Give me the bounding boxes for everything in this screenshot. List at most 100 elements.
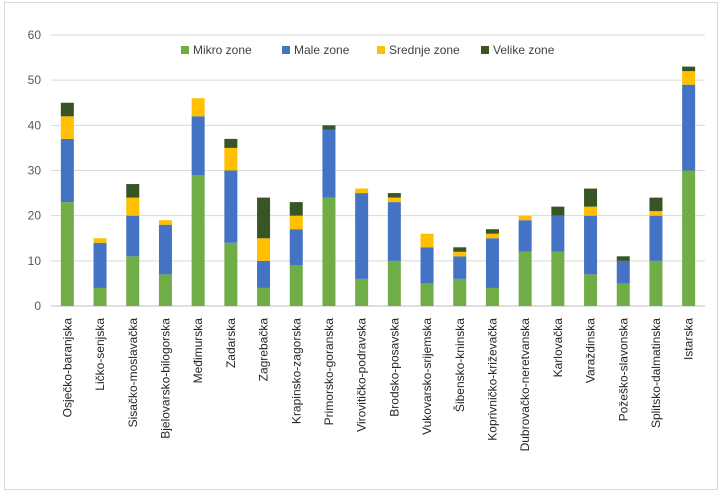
bar-segment: [191, 116, 205, 176]
y-tick-label: 50: [28, 73, 42, 87]
bar-segment: [485, 238, 499, 288]
y-tick-label: 10: [28, 254, 42, 268]
bar-segment: [616, 283, 630, 306]
x-tick-label: Ličko-senjska: [93, 318, 107, 391]
bar-segment: [453, 247, 467, 252]
bar-segment: [584, 206, 598, 216]
bar-segment: [126, 197, 140, 216]
bar-segment: [453, 256, 467, 279]
bar-segment: [289, 202, 303, 216]
y-tick-label: 20: [28, 209, 42, 223]
bar-segment: [518, 220, 532, 252]
bar-segment: [387, 197, 401, 203]
bar-segment: [355, 278, 369, 306]
bar-segment: [649, 211, 663, 216]
bar-segment: [158, 220, 172, 225]
stacked-bar-chart: 0 10 20 30 40 50 60 Osječko-baranjska Ličko-sen…: [28, 28, 705, 452]
bar-segment: [682, 66, 696, 72]
x-tick-label: Varaždinska: [584, 318, 598, 383]
bar-segment: [453, 278, 467, 306]
bar-segment: [649, 260, 663, 306]
legend-label: Mikro zone: [193, 43, 252, 57]
x-tick-label: Koprivničko-križevačka: [485, 318, 499, 441]
bar-segment: [93, 242, 107, 288]
bar-segment: [485, 229, 499, 234]
bar-segment: [420, 233, 434, 248]
bar-segment: [257, 260, 271, 288]
bar-segment: [158, 224, 172, 275]
bar-segment: [126, 256, 140, 306]
bar-segment: [60, 102, 74, 117]
bar-segment: [420, 247, 434, 284]
legend-label: Velike zone: [493, 43, 555, 57]
bar-segment: [682, 71, 696, 85]
bar-segment: [387, 193, 401, 198]
bar-segment: [126, 215, 140, 257]
bar-segment: [682, 84, 696, 171]
bar-segment: [257, 287, 271, 306]
x-tick-label: Splitsko-dalmatinska: [649, 318, 663, 428]
bar-segment: [224, 170, 238, 243]
y-axis-ticks: 0 10 20 30 40 50 60: [28, 28, 42, 313]
x-tick-label: Brodsko-posavska: [387, 318, 401, 417]
y-tick-label: 30: [28, 164, 42, 178]
chart-frame: 0 10 20 30 40 50 60 Osječko-baranjska Ličko-sen…: [4, 2, 718, 490]
bar-segment: [551, 215, 565, 252]
bar-segment: [158, 274, 172, 306]
bar-segment: [387, 260, 401, 306]
bar-segment: [289, 265, 303, 306]
legend-swatch: [282, 46, 290, 54]
bar-segment: [551, 206, 565, 216]
bar-segment: [257, 238, 271, 261]
legend-swatch: [481, 46, 489, 54]
y-tick-label: 0: [34, 299, 41, 313]
bar-segment: [289, 229, 303, 266]
bar-segment: [584, 274, 598, 306]
x-tick-label: Dubrovačko-neretvanska: [518, 318, 532, 452]
bar-segment: [453, 251, 467, 257]
bar-segment: [191, 175, 205, 306]
bar-segment: [224, 147, 238, 171]
legend-label: Srednje zone: [389, 43, 460, 57]
bar-segment: [93, 287, 107, 306]
bar-segment: [355, 193, 369, 279]
bar-segment: [649, 215, 663, 261]
bar-segment: [355, 188, 369, 194]
x-tick-label: Karlovačka: [551, 318, 565, 378]
x-tick-label: Međimurska: [191, 318, 205, 384]
bar-segment: [322, 125, 336, 130]
bar-segment: [649, 197, 663, 212]
bars: [60, 66, 696, 306]
x-tick-label: Zagrebačka: [257, 318, 271, 382]
x-axis-ticks: Osječko-baranjska Ličko-senjska Sisačko-mo…: [60, 318, 695, 452]
bar-segment: [485, 233, 499, 239]
x-tick-label: Zadarska: [224, 318, 238, 368]
bar-segment: [191, 98, 205, 117]
bar-segment: [322, 129, 336, 198]
bar-segment: [616, 260, 630, 284]
x-tick-label: Šibensko-kninska: [452, 318, 467, 412]
bar-segment: [224, 242, 238, 306]
bar-segment: [584, 215, 598, 275]
bar-segment: [387, 202, 401, 261]
bar-segment: [551, 251, 565, 306]
bar-segment: [420, 283, 434, 306]
bar-segment: [682, 170, 696, 306]
gridlines: [51, 34, 705, 307]
x-tick-label: Sisačko-moslavačka: [126, 318, 140, 428]
legend-swatch: [377, 46, 385, 54]
x-tick-label: Bjelovarsko-bilogorska: [158, 318, 172, 439]
bar-segment: [518, 251, 532, 306]
bar-segment: [616, 256, 630, 261]
bar-segment: [289, 215, 303, 230]
bar-segment: [60, 116, 74, 139]
x-tick-label: Virovitičko-podravska: [355, 318, 369, 432]
bar-segment: [257, 197, 271, 239]
bar-segment: [485, 287, 499, 306]
bar-segment: [518, 215, 532, 221]
bar-segment: [584, 188, 598, 207]
x-tick-label: Krapinsko-zagorska: [289, 318, 303, 424]
y-tick-label: 60: [28, 28, 42, 42]
bar-segment: [60, 202, 74, 306]
x-tick-label: Istarska: [682, 318, 696, 360]
